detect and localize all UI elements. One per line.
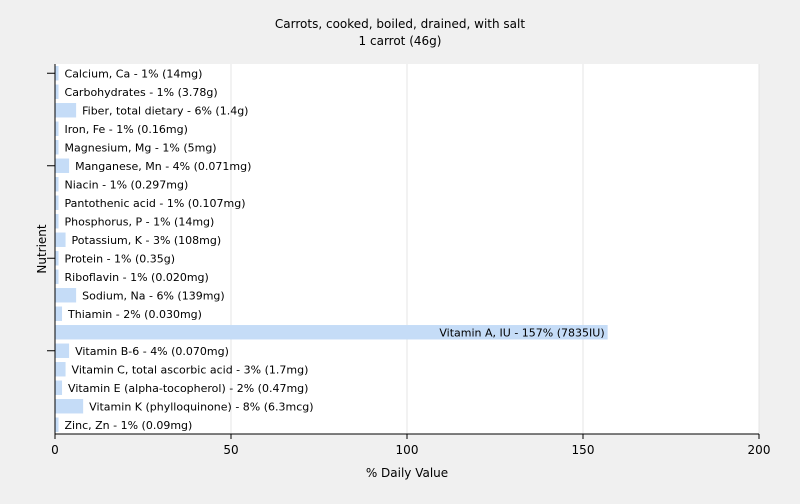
bar: [55, 214, 59, 229]
bar: [55, 140, 59, 155]
bar: [55, 232, 66, 247]
bar: [55, 343, 70, 358]
bar: [55, 121, 59, 136]
bar-data-label: Vitamin A, IU - 157% (7835IU): [439, 326, 604, 339]
chart-title: Carrots, cooked, boiled, drained, with s…: [275, 17, 525, 31]
bar-data-label: Fiber, total dietary - 6% (1.4g): [82, 104, 248, 117]
bar-data-label: Vitamin C, total ascorbic acid - 3% (1.7…: [72, 363, 309, 376]
bar: [55, 325, 608, 340]
x-tick-label: 50: [223, 443, 238, 457]
bar-data-label: Potassium, K - 3% (108mg): [72, 234, 222, 247]
bar: [55, 362, 66, 377]
bar: [55, 269, 59, 284]
bar: [55, 195, 59, 210]
bar-data-label: Niacin - 1% (0.297mg): [65, 178, 189, 191]
x-tick-label: 0: [51, 443, 59, 457]
bar-data-label: Riboflavin - 1% (0.020mg): [65, 271, 209, 284]
bar-data-label: Sodium, Na - 6% (139mg): [82, 289, 225, 302]
bar-data-label: Magnesium, Mg - 1% (5mg): [65, 141, 217, 154]
bar-data-label: Protein - 1% (0.35g): [65, 252, 176, 265]
bar: [55, 251, 59, 266]
bar: [55, 84, 59, 99]
x-tick-label: 200: [748, 443, 771, 457]
bar-data-label: Vitamin E (alpha-tocopherol) - 2% (0.47m…: [68, 382, 308, 395]
bar: [55, 177, 59, 192]
bar: [55, 158, 70, 173]
x-tick-label: 150: [572, 443, 595, 457]
bar: [55, 66, 59, 81]
bar-data-label: Vitamin K (phylloquinone) - 8% (6.3mcg): [89, 400, 313, 413]
gridlines: [230, 64, 760, 434]
bar-series: Calcium, Ca - 1% (14mg) Carbohydrates - 1…: [55, 66, 608, 432]
x-tick-label: 100: [396, 443, 419, 457]
bar-data-label: Carbohydrates - 1% (3.78g): [65, 86, 218, 99]
bar-data-label: Vitamin B-6 - 4% (0.070mg): [75, 345, 229, 358]
bar-data-label: Pantothenic acid - 1% (0.107mg): [65, 197, 246, 210]
bar-data-label: Zinc, Zn - 1% (0.09mg): [65, 419, 193, 432]
bar-data-label: Iron, Fe - 1% (0.16mg): [65, 123, 188, 136]
bar: [55, 380, 63, 395]
bar-data-label: Phosphorus, P - 1% (14mg): [65, 215, 215, 228]
x-axis-ticks: 0 50 100 150 200: [51, 434, 770, 457]
bar-data-label: Thiamin - 2% (0.030mg): [67, 308, 202, 321]
bar-data-label: Manganese, Mn - 4% (0.071mg): [75, 160, 251, 173]
y-axis-label: Nutrient: [35, 224, 49, 274]
bar: [55, 417, 59, 432]
bar-data-label: Calcium, Ca - 1% (14mg): [65, 67, 203, 80]
bar: [55, 103, 77, 118]
chart-subtitle: 1 carrot (46g): [359, 34, 442, 48]
bar: [55, 288, 77, 303]
bar: [55, 306, 63, 321]
x-axis-label: % Daily Value: [366, 466, 448, 480]
bar: [55, 399, 84, 414]
